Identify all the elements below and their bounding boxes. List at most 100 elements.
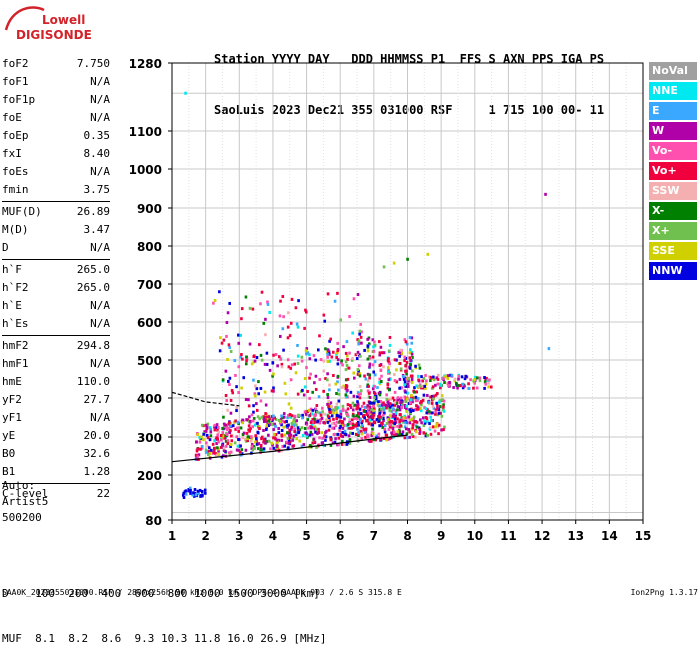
- echo-spread-echo: [263, 390, 267, 394]
- echo-main-echo: [330, 405, 333, 409]
- echo-main-echo: [360, 421, 364, 425]
- echo-f-spread-streaks: [409, 398, 413, 402]
- echo-spread-echo: [351, 356, 354, 360]
- echo-f-spread-streaks: [367, 342, 371, 346]
- echo-main-echo: [271, 443, 274, 447]
- echo-main-echo: [223, 434, 227, 438]
- echo-upper-scatter: [359, 354, 362, 358]
- echo-spread-echo: [357, 412, 360, 416]
- echo-main-echo: [348, 426, 351, 430]
- echo-main-echo: [204, 450, 208, 454]
- muf-row: MUF 8.1 8.2 8.6 9.3 10.3 11.8 16.0 26.9 …: [2, 632, 327, 645]
- echo-main-echo: [375, 434, 379, 438]
- echo-main-echo: [376, 403, 380, 407]
- parameter-name: yF2: [2, 393, 22, 406]
- echo-spread-echo: [385, 393, 388, 397]
- echo-main-echo: [360, 432, 364, 436]
- echo-upper-scatter: [245, 355, 248, 359]
- echo-upper-scatter: [260, 290, 264, 294]
- echo-high-band: [455, 381, 458, 385]
- echo-main-echo: [407, 415, 411, 419]
- echo-main-echo: [308, 433, 312, 437]
- parameter-name: foE: [2, 111, 22, 124]
- echo-main-echo: [341, 404, 345, 408]
- echo-main-echo: [221, 434, 225, 438]
- parameter-value: N/A: [90, 411, 110, 424]
- echo-main-echo: [199, 447, 202, 451]
- echo-main-echo: [437, 411, 441, 415]
- echo-main-echo: [293, 427, 296, 431]
- echo-spread-echo: [257, 380, 260, 384]
- parameter-name: B1: [2, 465, 16, 478]
- echo-spread-echo: [374, 394, 378, 398]
- echo-upper-scatter: [248, 342, 252, 346]
- echo-main-echo: [438, 399, 442, 403]
- echo-high-band: [473, 378, 476, 382]
- echo-f-spread-streaks: [399, 396, 403, 400]
- parameter-value: 22: [96, 487, 110, 500]
- echo-upper-scatter: [316, 348, 320, 352]
- echo-f-spread-streaks: [378, 404, 381, 408]
- echo-main-echo: [430, 401, 434, 405]
- echo-high-band: [421, 379, 424, 383]
- echo-f-spread-streaks: [373, 421, 377, 425]
- echo-main-echo: [392, 398, 396, 402]
- echo-main-echo: [274, 448, 278, 452]
- echo-main-echo: [432, 406, 436, 410]
- echo-main-echo: [228, 451, 231, 455]
- echo-upper-scatter: [278, 314, 282, 318]
- echo-main-echo: [387, 402, 391, 406]
- echo-main-echo: [213, 439, 216, 443]
- echo-upper-scatter: [252, 355, 256, 359]
- echo-f-spread-streaks: [409, 363, 412, 367]
- echo-main-echo: [226, 432, 229, 436]
- parameter-value: 110.0: [76, 375, 110, 388]
- echo-main-echo: [338, 419, 342, 423]
- echo-main-echo: [214, 452, 217, 456]
- echo-upper-scatter: [218, 290, 221, 294]
- echo-high-band: [429, 375, 433, 379]
- echo-main-echo: [217, 449, 220, 453]
- parameter-value: 32.6: [83, 447, 111, 460]
- echo-main-echo: [292, 420, 295, 424]
- echo-f-spread-streaks: [398, 420, 401, 424]
- echo-main-echo: [220, 438, 223, 442]
- parameter-name: foEp: [2, 129, 29, 142]
- echo-main-echo: [400, 399, 403, 403]
- x-tick-label: 11: [500, 529, 517, 543]
- echo-f-spread-streaks: [400, 405, 403, 409]
- echo-f-spread-streaks: [366, 337, 369, 341]
- parameter-value: 0.35: [83, 129, 111, 142]
- echo-f-spread-streaks: [403, 403, 407, 407]
- echo-high-band: [424, 382, 428, 386]
- echo-main-echo: [416, 407, 420, 411]
- echo-main-echo: [310, 423, 314, 427]
- echo-spread-echo: [350, 358, 354, 362]
- echo-main-echo: [396, 417, 399, 421]
- echo-low-echo: [200, 489, 204, 493]
- parameter-row: foEs N/A: [2, 163, 110, 181]
- echo-spread-echo: [237, 391, 240, 395]
- echo-spread-echo: [318, 377, 322, 381]
- echo-main-echo: [336, 432, 339, 436]
- echo-main-echo: [223, 423, 227, 427]
- echo-spread-echo: [280, 362, 284, 366]
- echo-f-spread-streaks: [388, 397, 392, 401]
- echo-main-echo: [400, 402, 404, 406]
- echo-main-echo: [278, 421, 282, 425]
- echo-f-spread-streaks: [410, 350, 414, 354]
- echo-f-spread-streaks: [388, 414, 392, 418]
- echo-f-spread-streaks: [368, 365, 371, 369]
- echo-upper-scatter: [266, 302, 270, 306]
- echo-spread-echo: [344, 433, 348, 437]
- echo-main-echo: [351, 418, 354, 422]
- echo-f-spread-streaks: [328, 407, 331, 411]
- echo-main-echo: [370, 439, 373, 443]
- echo-main-echo: [410, 432, 414, 436]
- echo-main-echo: [208, 446, 211, 450]
- echo-high-band: [476, 376, 479, 380]
- echo-spread-echo: [303, 385, 307, 389]
- echo-main-echo: [272, 446, 276, 450]
- echo-main-echo: [217, 453, 221, 457]
- echo-f-spread-streaks: [387, 370, 390, 374]
